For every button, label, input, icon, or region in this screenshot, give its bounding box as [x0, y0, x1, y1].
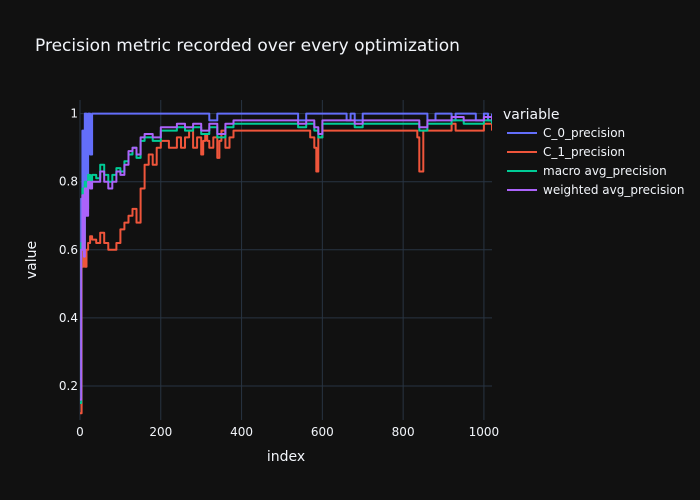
legend-entry: weighted avg_precision	[543, 183, 684, 197]
x-tick-label: 1000	[469, 425, 500, 439]
series-line-3	[80, 116, 492, 401]
legend: variable C_0_precision C_1_precisionmacro…	[503, 107, 684, 197]
y-tick-label: 0.6	[59, 243, 78, 257]
y-axis-label: value	[24, 241, 40, 279]
legend-entry: C_1_precision	[543, 145, 625, 159]
legend-title: variable	[503, 107, 559, 123]
plot-area	[80, 100, 492, 420]
y-tick-label: 0.4	[59, 311, 78, 325]
x-tick-label: 0	[76, 425, 84, 439]
x-axis-label: index	[267, 449, 305, 465]
chart-title: Precision metric recorded over every opt…	[35, 36, 460, 56]
plot-background	[80, 100, 492, 420]
y-tick-label: 1	[70, 107, 78, 121]
y-axis-ticks: 0.2 0.4 0.6 0.8 1	[59, 107, 78, 393]
x-tick-label: 400	[230, 425, 253, 439]
series-line-1	[80, 122, 492, 415]
x-axis-ticks: 0 200 400 600 800 1000	[76, 425, 499, 439]
y-tick-label: 0.2	[59, 379, 78, 393]
series-layer	[80, 112, 492, 415]
x-tick-label: 800	[392, 425, 415, 439]
legend-entry: macro avg_precision	[543, 164, 667, 178]
legend-entry: C_0_precision	[543, 126, 625, 140]
x-tick-label: 200	[149, 425, 172, 439]
x-tick-label: 600	[311, 425, 334, 439]
y-tick-label: 0.8	[59, 175, 78, 189]
